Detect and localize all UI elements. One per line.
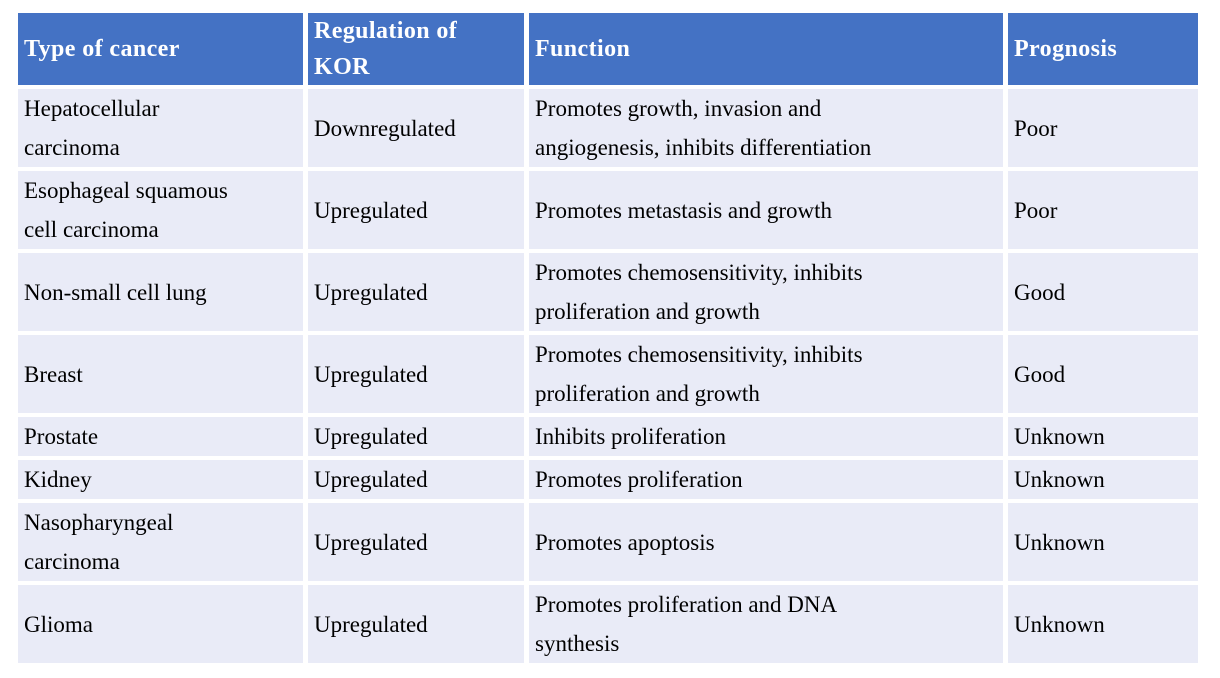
cell-kor-regulation: Upregulated — [308, 417, 524, 456]
cell-cancer-type: Esophageal squamous cell carcinoma — [18, 171, 303, 249]
cell-cancer-type: Hepatocellular carcinoma — [18, 89, 303, 167]
cell-kor-regulation: Upregulated — [308, 335, 524, 413]
cell-function: Promotes chemosensitivity, inhibits prol… — [529, 253, 1003, 331]
column-header-prognosis: Prognosis — [1008, 13, 1198, 85]
cell-function: Promotes chemosensitivity, inhibits prol… — [529, 335, 1003, 413]
cell-kor-regulation: Upregulated — [308, 503, 524, 581]
cell-prognosis: Unknown — [1008, 585, 1198, 663]
page: Type of cancer Regulation of KOR Functio… — [0, 9, 1220, 678]
cell-prognosis: Poor — [1008, 171, 1198, 249]
cell-cancer-type: Kidney — [18, 460, 303, 499]
cell-function: Promotes apoptosis — [529, 503, 1003, 581]
cell-function: Promotes proliferation and DNA synthesis — [529, 585, 1003, 663]
header-row: Type of cancer Regulation of KOR Functio… — [18, 13, 1198, 85]
table-row: Prostate Upregulated Inhibits proliferat… — [18, 417, 1198, 456]
table-row: Kidney Upregulated Promotes proliferatio… — [18, 460, 1198, 499]
table-body: Hepatocellular carcinoma Downregulated P… — [18, 89, 1198, 663]
cell-cancer-type: Non-small cell lung — [18, 253, 303, 331]
cell-function: Inhibits proliferation — [529, 417, 1003, 456]
column-header-function: Function — [529, 13, 1003, 85]
cell-cancer-type: Nasopharyngeal carcinoma — [18, 503, 303, 581]
cell-cancer-type: Prostate — [18, 417, 303, 456]
column-header-regulation-of-kor: Regulation of KOR — [308, 13, 524, 85]
cell-prognosis: Unknown — [1008, 503, 1198, 581]
cell-prognosis: Good — [1008, 335, 1198, 413]
cell-function: Promotes metastasis and growth — [529, 171, 1003, 249]
cell-prognosis: Unknown — [1008, 460, 1198, 499]
cell-kor-regulation: Upregulated — [308, 585, 524, 663]
table-row: Breast Upregulated Promotes chemosensiti… — [18, 335, 1198, 413]
cell-kor-regulation: Upregulated — [308, 460, 524, 499]
table-row: Hepatocellular carcinoma Downregulated P… — [18, 89, 1198, 167]
cell-cancer-type: Breast — [18, 335, 303, 413]
table-row: Esophageal squamous cell carcinoma Upreg… — [18, 171, 1198, 249]
cell-function: Promotes growth, invasion and angiogenes… — [529, 89, 1003, 167]
table-row: Nasopharyngeal carcinoma Upregulated Pro… — [18, 503, 1198, 581]
cell-kor-regulation: Upregulated — [308, 171, 524, 249]
cell-kor-regulation: Upregulated — [308, 253, 524, 331]
table-row: Non-small cell lung Upregulated Promotes… — [18, 253, 1198, 331]
cell-prognosis: Good — [1008, 253, 1198, 331]
cell-function: Promotes proliferation — [529, 460, 1003, 499]
cell-prognosis: Poor — [1008, 89, 1198, 167]
column-header-type-of-cancer: Type of cancer — [18, 13, 303, 85]
cell-kor-regulation: Downregulated — [308, 89, 524, 167]
cell-prognosis: Unknown — [1008, 417, 1198, 456]
table-row: Glioma Upregulated Promotes proliferatio… — [18, 585, 1198, 663]
kor-cancer-table: Type of cancer Regulation of KOR Functio… — [13, 9, 1203, 667]
cell-cancer-type: Glioma — [18, 585, 303, 663]
